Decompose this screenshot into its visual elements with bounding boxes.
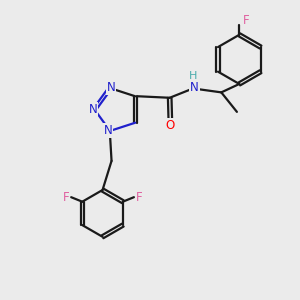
- Text: F: F: [62, 191, 69, 204]
- Text: F: F: [136, 191, 142, 204]
- Text: O: O: [166, 119, 175, 132]
- Text: N: N: [103, 124, 112, 137]
- Text: F: F: [243, 14, 249, 27]
- Text: H: H: [189, 71, 197, 81]
- Text: N: N: [106, 81, 115, 94]
- Text: N: N: [190, 81, 199, 94]
- Text: N: N: [88, 103, 98, 116]
